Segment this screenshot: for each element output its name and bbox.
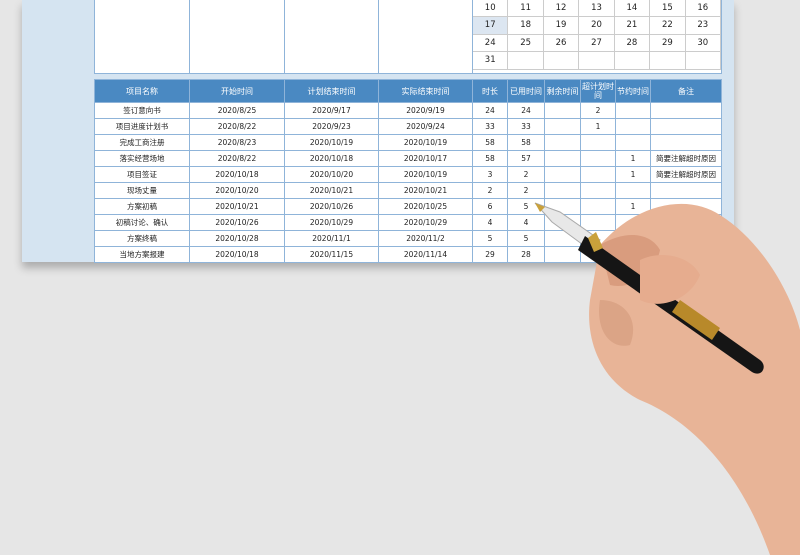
calendar-day[interactable]: 13	[579, 0, 615, 17]
calendar-day[interactable]	[543, 52, 580, 70]
table-row: 现场丈量 2020/10/20 2020/10/21 2020/10/21 2 2	[94, 182, 722, 199]
column-header: 剩余时间	[544, 79, 581, 103]
calendar-day[interactable]: 27	[579, 34, 615, 52]
calendar-day[interactable]: 23	[685, 17, 721, 35]
calendar-day[interactable]: 10	[473, 0, 509, 17]
pen-icon	[534, 202, 764, 374]
column-header: 计划结束时间	[284, 79, 379, 103]
table-row: 项目签证 2020/10/18 2020/10/20 2020/10/19 3 2 1 简要注…	[94, 166, 722, 183]
calendar-day[interactable]	[685, 52, 721, 70]
panel-cell	[285, 0, 379, 73]
table-cell[interactable]: 29	[472, 246, 508, 263]
calendar-day[interactable]: 20	[579, 17, 615, 35]
table-cell[interactable]: 2020/11/14	[378, 246, 473, 263]
calendar-day[interactable]: 16	[685, 0, 721, 17]
calendar-day[interactable]: 22	[650, 17, 686, 35]
table-row: 项目进度计划书 2020/8/22 2020/9/23 2020/9/24 33 33 1	[94, 118, 722, 135]
top-panel: 10 11 12 13 14 15 16 17 18 19 20 21 22 23 24 25 26 27 28 29…	[94, 0, 722, 74]
calendar-day[interactable]	[508, 52, 544, 70]
calendar-day[interactable]: 11	[508, 0, 544, 17]
column-header: 超计划时间	[580, 79, 616, 103]
calendar-day[interactable]	[579, 52, 615, 70]
calendar-day[interactable]: 30	[685, 34, 721, 52]
table-row: 方案初稿 2020/10/21 2020/10/26 2020/10/25 6 5 1	[94, 198, 722, 215]
calendar: 10 11 12 13 14 15 16 17 18 19 20 21 22 23 24 25 26 27 28 29…	[473, 0, 721, 73]
calendar-day[interactable]	[614, 52, 651, 70]
calendar-day[interactable]: 15	[650, 0, 686, 17]
table-row: 完成工商注册 2020/8/23 2020/10/19 2020/10/19 58 58	[94, 134, 722, 151]
panel-cell	[190, 0, 285, 73]
calendar-day[interactable]: 19	[543, 17, 580, 35]
calendar-day[interactable]: 17	[473, 17, 509, 35]
panel-cell	[95, 0, 190, 73]
calendar-day[interactable]: 29	[650, 34, 686, 52]
column-header: 开始时间	[189, 79, 285, 103]
column-header: 节约时间	[615, 79, 651, 103]
calendar-day[interactable]: 26	[543, 34, 580, 52]
table-row: 签订意向书 2020/8/25 2020/9/17 2020/9/19 24 24 2	[94, 102, 722, 119]
column-header: 项目名称	[94, 79, 190, 103]
column-header: 备注	[650, 79, 722, 103]
calendar-day[interactable]: 18	[508, 17, 544, 35]
column-header: 已用时间	[507, 79, 545, 103]
calendar-day[interactable]: 14	[614, 0, 651, 17]
calendar-day[interactable]: 31	[473, 52, 509, 70]
calendar-day[interactable]: 12	[543, 0, 580, 17]
column-header: 时长	[472, 79, 508, 103]
calendar-day[interactable]: 21	[614, 17, 651, 35]
calendar-day[interactable]: 28	[614, 34, 651, 52]
calendar-day[interactable]	[650, 52, 686, 70]
calendar-day[interactable]: 25	[508, 34, 544, 52]
calendar-day[interactable]: 24	[473, 34, 509, 52]
panel-cell	[379, 0, 473, 73]
